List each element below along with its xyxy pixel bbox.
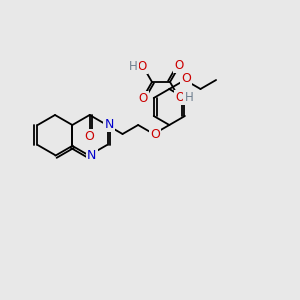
Text: O: O	[174, 59, 184, 72]
Text: H: H	[129, 60, 137, 73]
Text: H: H	[184, 91, 194, 104]
Text: O: O	[85, 130, 94, 143]
Text: O: O	[150, 128, 160, 142]
Text: O: O	[176, 91, 184, 104]
Text: N: N	[104, 118, 114, 131]
Text: O: O	[137, 60, 147, 73]
Text: O: O	[181, 73, 191, 85]
Text: N: N	[87, 149, 96, 162]
Text: O: O	[138, 92, 148, 105]
